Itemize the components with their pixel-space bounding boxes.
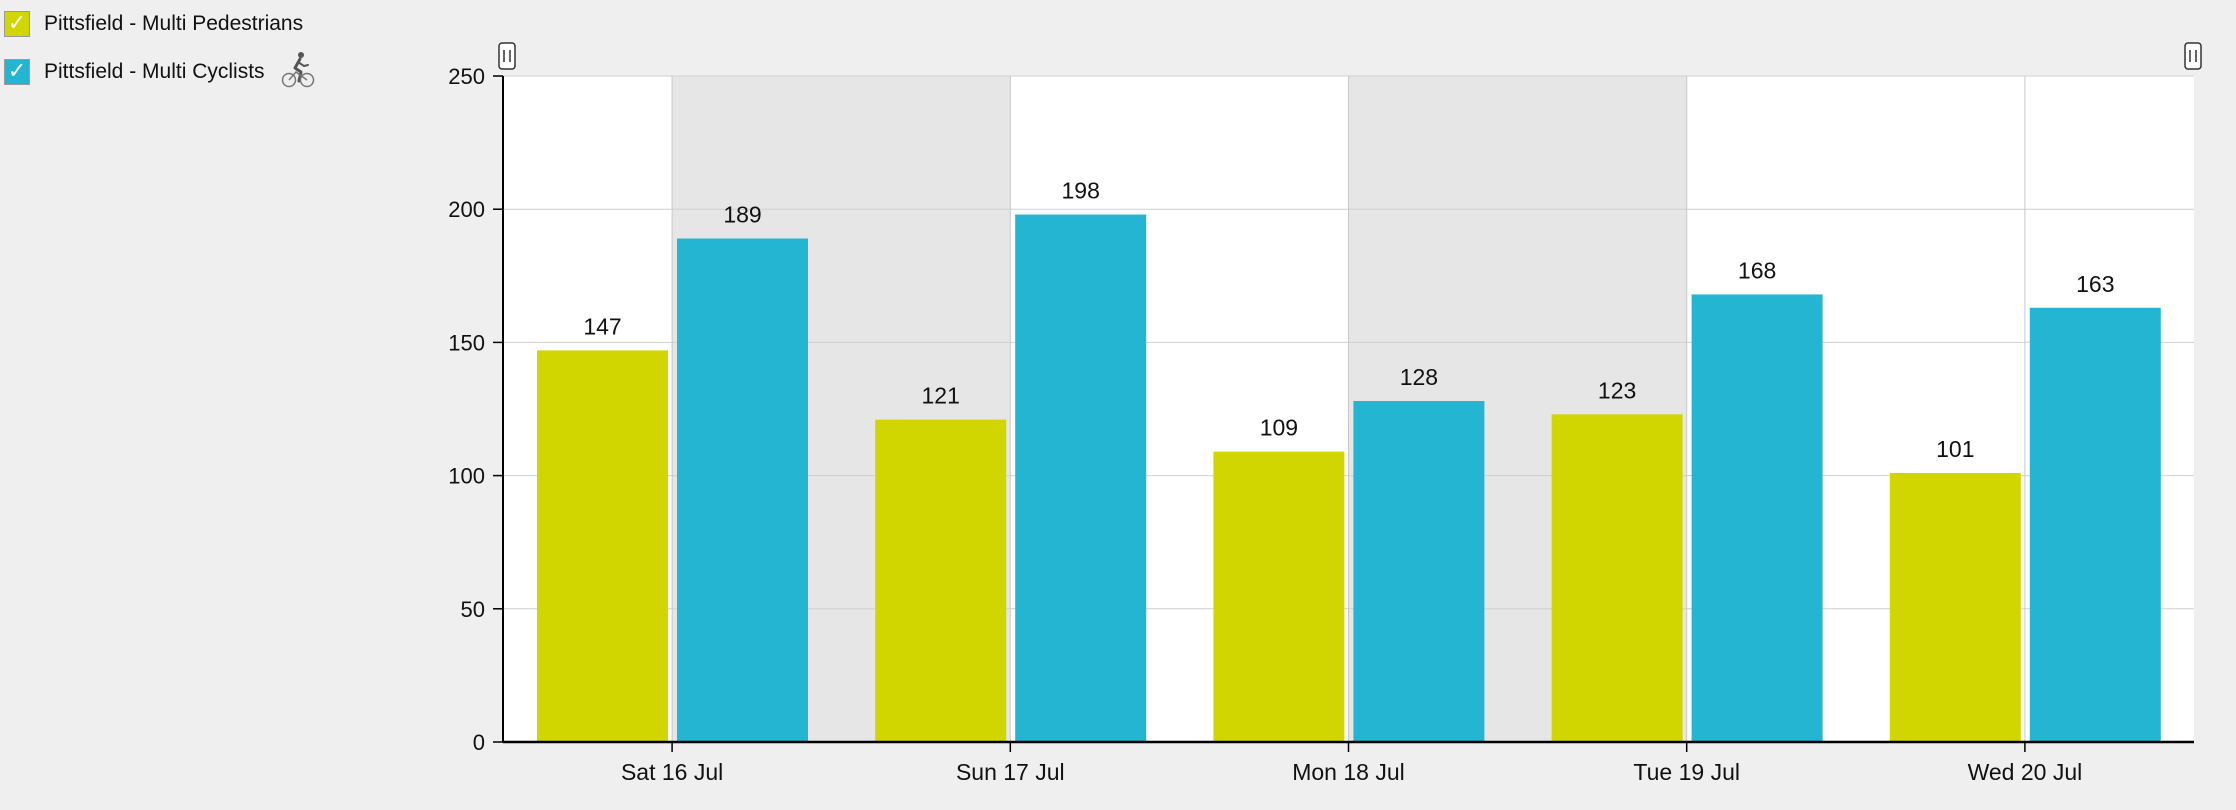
bars [537,214,2161,742]
check-icon: ✓ [7,59,27,84]
range-handles [498,42,2202,70]
y-tick-label: 250 [448,64,485,89]
bar [1213,451,1345,742]
bar [1691,294,1823,742]
handle-body [498,42,516,70]
x-tick-label: Tue 19 Jul [1633,759,1740,785]
data-label: 128 [1400,364,1438,390]
x-tick-label: Wed 20 Jul [1968,759,2083,785]
y-tick-label: 0 [473,730,485,755]
bar [875,419,1007,742]
cyclists-checkbox[interactable]: ✓ [4,59,30,85]
y-tick-label: 150 [448,330,485,355]
data-label: 147 [583,313,621,339]
handle-body [2184,42,2202,70]
cyclist-icon [281,51,315,94]
legend-item-cyclists[interactable]: ✓ Pittsfield - Multi Cyclists [4,51,315,88]
data-label: 163 [2076,271,2114,297]
x-tick-label: Sat 16 Jul [621,759,723,785]
data-label: 109 [1260,415,1298,441]
bar [1015,214,1147,742]
left-range-handle[interactable] [498,42,516,70]
legend-label-pedestrians: Pittsfield - Multi Pedestrians [44,12,304,35]
data-label: 189 [723,202,761,228]
bar [537,350,668,742]
data-label: 101 [1936,436,1974,462]
axes: 0 50 100 150 200 250 Sat 16 Jul Sun 17 Jul Mon 1… [448,64,2194,785]
data-label: 168 [1738,257,1776,283]
y-tick-label: 200 [448,197,485,222]
data-label: 121 [922,383,960,409]
data-label: 123 [1598,377,1636,403]
pedestrians-checkbox[interactable]: ✓ [4,11,30,37]
legend-item-pedestrians[interactable]: ✓ Pittsfield - Multi Pedestrians [4,8,303,40]
data-label: 198 [1062,178,1100,204]
y-tick-label: 50 [461,597,485,622]
bar [1551,414,1683,742]
bar [677,238,808,742]
x-tick-label: Mon 18 Jul [1292,759,1405,785]
bar [1353,401,1485,742]
bar [2029,307,2161,742]
bar [1889,472,2021,742]
check-icon: ✓ [7,11,27,36]
x-tick-label: Sun 17 Jul [956,759,1065,785]
y-tick-label: 100 [448,464,485,489]
right-range-handle[interactable] [2184,42,2202,70]
legend-label-cyclists: Pittsfield - Multi Cyclists [44,60,265,83]
data-labels: 147 121 109 123 101 189 198 128 168 163 [583,178,2114,462]
